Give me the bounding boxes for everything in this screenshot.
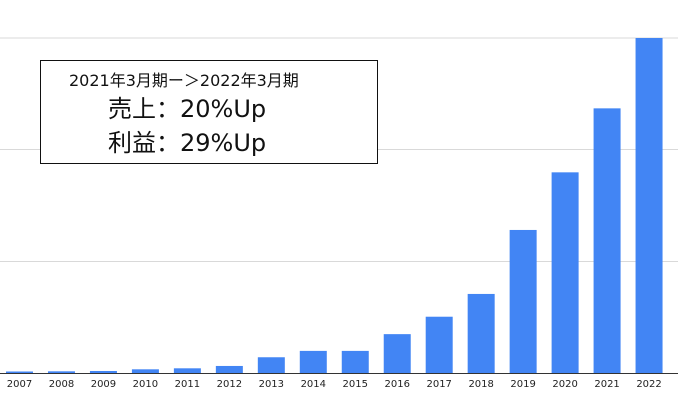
bar-2015 (341, 350, 369, 373)
bar-2009 (89, 370, 117, 373)
x-tick-label: 2012 (217, 379, 242, 390)
annotation-sales: 売上：20%Up (108, 95, 267, 123)
bar-2020 (551, 172, 579, 373)
x-tick-label: 2019 (510, 379, 535, 390)
annotation-period: 2021年3月期ー＞2022年3月期 (69, 71, 299, 90)
x-tick-label: 2021 (594, 379, 619, 390)
x-tick-label: 2008 (49, 379, 74, 390)
annotation-profit: 利益：29%Up (108, 129, 267, 157)
x-tick-label: 2018 (468, 379, 493, 390)
bar-2021 (593, 108, 621, 373)
bar-2011 (173, 368, 201, 373)
bars (6, 38, 663, 373)
bar-2012 (215, 365, 243, 373)
bar-2022 (635, 38, 663, 373)
bar-2014 (299, 350, 327, 373)
bar-2018 (467, 293, 495, 373)
x-tick-label: 2017 (426, 379, 451, 390)
bar-2019 (509, 229, 537, 373)
bar-2008 (47, 371, 75, 373)
x-tick-label: 2022 (636, 379, 661, 390)
x-tick-label: 2014 (301, 379, 326, 390)
x-tick-label: 2013 (259, 379, 284, 390)
x-tick-label: 2007 (7, 379, 32, 390)
bar-2013 (257, 357, 285, 373)
x-tick-label: 2009 (91, 379, 116, 390)
annotation-box: 2021年3月期ー＞2022年3月期 売上：20%Up 利益：29%Up (40, 60, 378, 164)
bar-2016 (383, 334, 411, 373)
x-tick-labels: 2007 2008 2009 2010 2011 2012 2013 2014 2015 2016… (7, 379, 662, 390)
bar-2010 (131, 369, 159, 373)
x-tick-label: 2010 (133, 379, 158, 390)
x-tick-label: 2011 (175, 379, 200, 390)
x-tick-label: 2016 (385, 379, 410, 390)
x-tick-label: 2015 (343, 379, 368, 390)
bar-2007 (6, 371, 33, 373)
x-tick-label: 2020 (552, 379, 577, 390)
bar-2017 (425, 316, 453, 373)
